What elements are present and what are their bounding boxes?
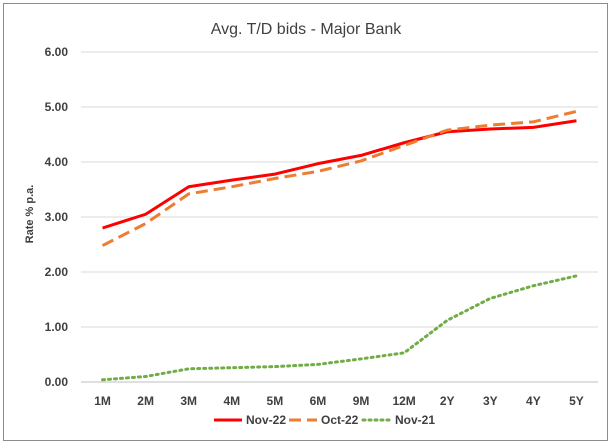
- y-axis-ticks: 0.00 1.00 2.00 3.00 4.00 5.00 6.00: [45, 45, 69, 389]
- y-tick-label: 6.00: [45, 45, 69, 59]
- y-tick-label: 2.00: [45, 265, 69, 279]
- y-tick-label: 0.00: [45, 375, 69, 389]
- chart-title: Avg. T/D bids - Major Bank: [211, 21, 403, 38]
- legend-label: Nov-22: [246, 413, 286, 427]
- chart-frame: [3, 3, 608, 441]
- y-tick-label: 5.00: [45, 100, 69, 114]
- legend-label: Nov-21: [395, 413, 435, 427]
- x-tick-label: 4M: [223, 394, 240, 408]
- legend-label: Oct-22: [321, 413, 359, 427]
- x-tick-label: 5Y: [569, 394, 584, 408]
- y-tick-label: 3.00: [45, 210, 69, 224]
- series-line-nov-22: [102, 119, 577, 230]
- y-axis-label: Rate % p.a.: [24, 185, 36, 244]
- x-tick-label: 3Y: [483, 394, 498, 408]
- gridlines: [81, 51, 598, 383]
- x-tick-label: 12M: [392, 394, 415, 408]
- x-tick-label: 4Y: [526, 394, 541, 408]
- series-lines: [101, 109, 578, 382]
- legend: Nov-22 Oct-22 Nov-21: [214, 413, 435, 427]
- series-line-oct-22: [101, 109, 577, 247]
- series-line-nov-21: [101, 274, 578, 382]
- x-tick-label: 2M: [137, 394, 154, 408]
- x-tick-label: 2Y: [440, 394, 455, 408]
- x-tick-label: 1M: [94, 394, 111, 408]
- x-tick-label: 6M: [310, 394, 327, 408]
- x-tick-label: 5M: [267, 394, 284, 408]
- y-tick-label: 4.00: [45, 155, 69, 169]
- y-tick-label: 1.00: [45, 320, 69, 334]
- x-axis-ticks: 1M 2M 3M 4M 5M 6M 9M 12M 2Y 3Y 4Y 5Y: [94, 394, 584, 408]
- x-tick-label: 3M: [180, 394, 197, 408]
- x-tick-label: 9M: [353, 394, 370, 408]
